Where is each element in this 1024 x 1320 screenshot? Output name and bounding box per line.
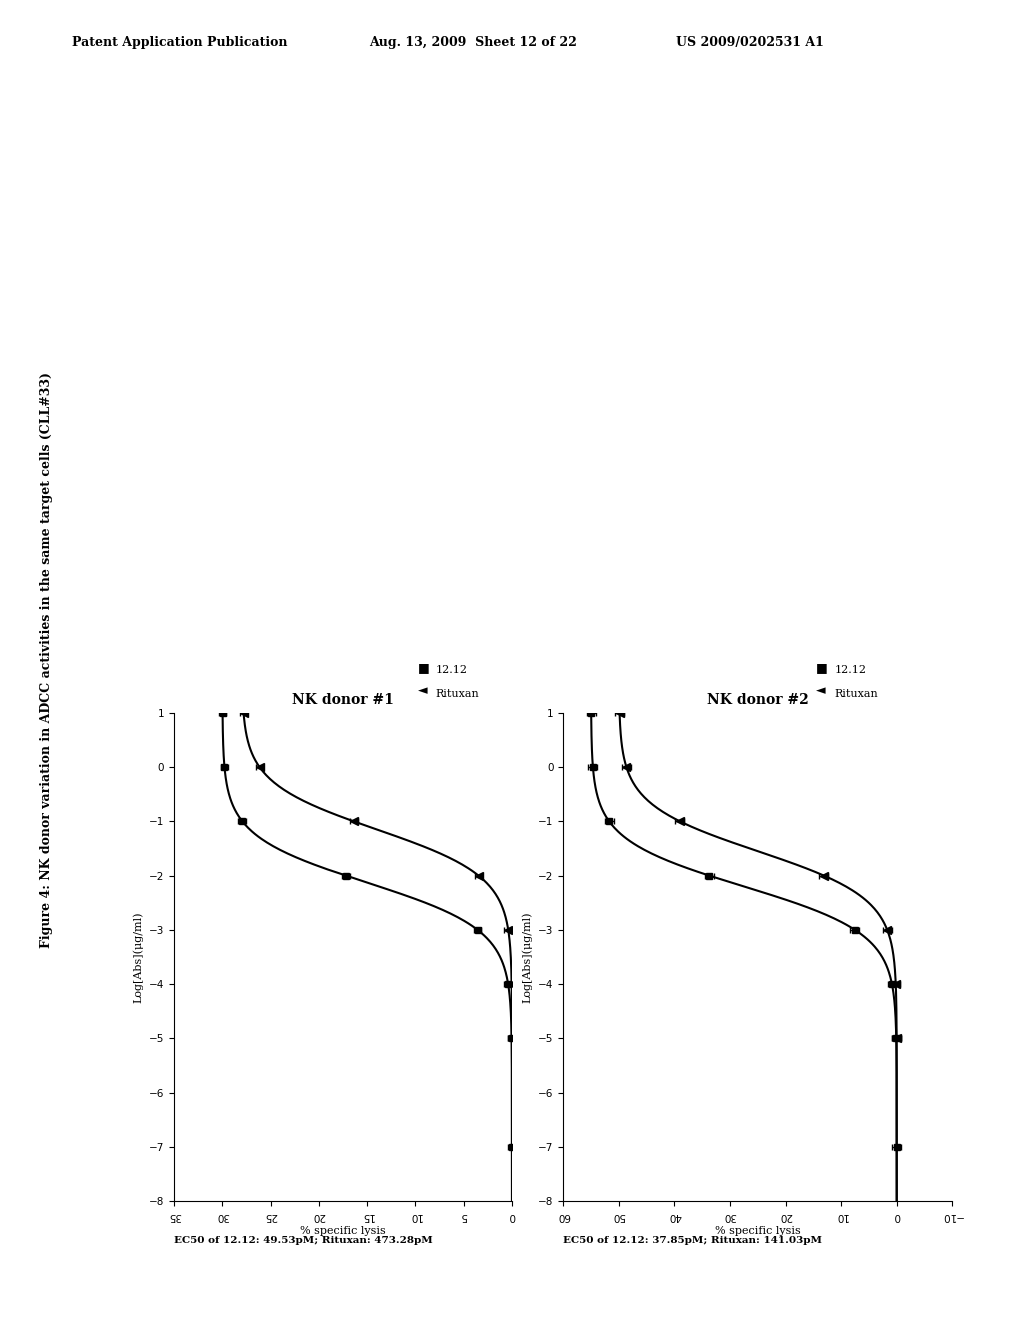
Text: 12.12: 12.12 bbox=[835, 665, 866, 676]
Text: ◄: ◄ bbox=[418, 684, 427, 697]
Text: ◄: ◄ bbox=[816, 684, 825, 697]
Y-axis label: Log[Abs](μg/ml): Log[Abs](μg/ml) bbox=[522, 911, 532, 1003]
Text: US 2009/0202531 A1: US 2009/0202531 A1 bbox=[676, 36, 823, 49]
Text: EC50 of 12.12: 49.53pM; Rituxan: 473.28pM: EC50 of 12.12: 49.53pM; Rituxan: 473.28p… bbox=[174, 1237, 433, 1246]
Text: ■: ■ bbox=[816, 660, 827, 673]
X-axis label: % specific lysis: % specific lysis bbox=[715, 1226, 801, 1237]
Text: 12.12: 12.12 bbox=[435, 665, 467, 676]
Text: Patent Application Publication: Patent Application Publication bbox=[72, 36, 287, 49]
Text: Rituxan: Rituxan bbox=[435, 689, 479, 700]
Text: EC50 of 12.12: 37.85pM; Rituxan: 141.03pM: EC50 of 12.12: 37.85pM; Rituxan: 141.03p… bbox=[563, 1237, 822, 1246]
Text: Figure 4: NK donor variation in ADCC activities in the same target cells (CLL#33: Figure 4: NK donor variation in ADCC act… bbox=[40, 372, 52, 948]
Text: Aug. 13, 2009  Sheet 12 of 22: Aug. 13, 2009 Sheet 12 of 22 bbox=[369, 36, 577, 49]
Text: Rituxan: Rituxan bbox=[835, 689, 879, 700]
Title: NK donor #1: NK donor #1 bbox=[292, 693, 394, 708]
Y-axis label: Log[Abs](μg/ml): Log[Abs](μg/ml) bbox=[133, 911, 143, 1003]
Text: ■: ■ bbox=[418, 660, 429, 673]
X-axis label: % specific lysis: % specific lysis bbox=[300, 1226, 386, 1237]
Title: NK donor #2: NK donor #2 bbox=[707, 693, 809, 708]
